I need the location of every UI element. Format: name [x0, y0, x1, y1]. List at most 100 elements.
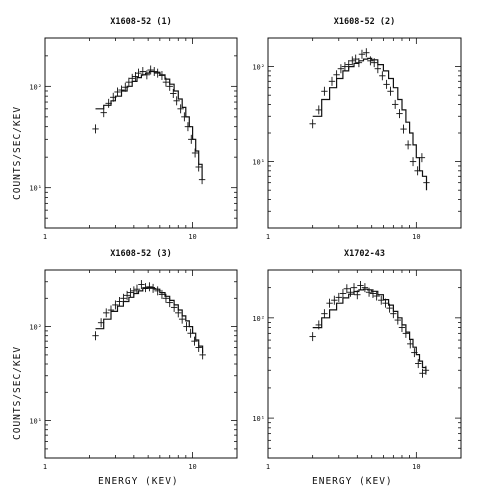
data-point — [326, 298, 333, 308]
data-point — [390, 309, 397, 319]
y-tick-label: 10² — [252, 315, 265, 323]
data-point — [187, 328, 194, 338]
y-tick-label: 10¹ — [29, 418, 42, 426]
data-point — [123, 290, 131, 300]
chart-panel-2: X1608-52 (2) 1 10 10¹ 10² — [252, 17, 462, 241]
data-point — [199, 350, 206, 360]
data-point — [367, 56, 374, 66]
x-tick-label: 1 — [266, 233, 270, 241]
y-tick-label: 10¹ — [252, 159, 265, 167]
x-tick-label: 10 — [412, 233, 420, 241]
data-point — [129, 73, 136, 83]
data-point — [166, 81, 173, 91]
data-point — [400, 124, 407, 134]
data-point — [358, 49, 366, 59]
data-point — [125, 77, 133, 87]
data-point — [133, 284, 141, 294]
data-point — [352, 54, 359, 64]
data-point — [369, 288, 377, 298]
x-tick-label: 1 — [43, 463, 47, 471]
data-point — [349, 56, 356, 66]
data-point — [107, 305, 115, 315]
data-point — [411, 348, 418, 358]
chart-panel-1: X1608-52 (1) 1 10 10¹ 10² — [29, 17, 238, 241]
y-tick-label: 10¹ — [252, 415, 265, 423]
data-point — [146, 282, 153, 292]
data-point — [407, 339, 414, 349]
y-axis-label-bottom: COUNTS/SEC/KEV — [12, 346, 23, 440]
data-point — [374, 64, 382, 74]
data-point — [114, 87, 121, 97]
data-point — [378, 295, 385, 305]
y-axis-label-top: COUNTS/SEC/KEV — [12, 106, 23, 200]
data-point — [154, 286, 161, 296]
data-point — [347, 287, 354, 297]
data-point — [191, 148, 199, 158]
data-point — [118, 85, 125, 95]
panels: X1608-52 (1) 1 10 10¹ 10² X1608-52 (2) 1 10 10¹ 1… — [29, 17, 462, 471]
model-curve — [95, 70, 203, 180]
plot-frame — [44, 37, 238, 229]
plot-frame — [44, 269, 238, 459]
data-point — [178, 314, 186, 324]
data-point — [138, 280, 145, 290]
data-point — [195, 342, 202, 352]
data-point — [135, 68, 142, 78]
data-point — [383, 79, 390, 89]
data-point — [365, 287, 373, 297]
y-tick-label: 10² — [29, 324, 42, 332]
y-tick-label: 10² — [252, 64, 265, 72]
data-point — [100, 108, 107, 118]
data-point — [339, 288, 347, 298]
data-point — [361, 283, 369, 293]
x-tick-label: 1 — [266, 463, 270, 471]
model-curve — [312, 288, 427, 374]
data-point — [183, 322, 190, 332]
data-point — [379, 71, 386, 81]
data-point — [321, 309, 328, 319]
data-point — [142, 283, 149, 293]
data-point — [181, 112, 188, 122]
data-point — [170, 88, 177, 98]
data-point — [177, 104, 184, 114]
data-point — [350, 283, 358, 293]
data-point — [173, 96, 180, 106]
data-point — [195, 162, 202, 172]
data-point — [309, 332, 316, 342]
chart-panel-4: X1702-43 1 10 10¹ 10² — [252, 249, 462, 471]
data-point — [122, 82, 129, 92]
model-curve — [95, 287, 204, 354]
data-point — [188, 134, 195, 144]
data-point — [363, 48, 370, 58]
data-point — [147, 65, 154, 75]
data-point — [139, 67, 147, 77]
plot-frame — [267, 37, 462, 229]
data-point — [162, 293, 170, 303]
data-point — [371, 58, 378, 68]
data-point — [398, 323, 406, 333]
data-point — [315, 105, 322, 115]
x-tick-label: 1 — [43, 233, 47, 241]
data-point — [170, 302, 178, 312]
data-point — [391, 99, 399, 109]
data-point — [103, 308, 110, 318]
data-point — [409, 157, 417, 167]
data-point — [355, 58, 363, 68]
data-point — [130, 286, 138, 296]
data-point — [414, 166, 421, 176]
data-point — [333, 70, 340, 80]
data-point — [394, 315, 402, 325]
data-point — [328, 76, 336, 86]
plot-frame — [267, 269, 462, 459]
data-point — [154, 68, 161, 78]
x-tick-label: 10 — [412, 463, 420, 471]
data-point — [423, 178, 430, 188]
data-point — [92, 124, 99, 134]
data-point — [331, 295, 338, 305]
chart-panel-3: X1608-52 (3) 1 10 10¹ 10² — [29, 249, 238, 471]
data-point — [175, 308, 182, 318]
data-point — [158, 70, 166, 80]
data-point — [341, 62, 349, 72]
data-point — [422, 365, 430, 375]
data-point — [105, 98, 112, 108]
